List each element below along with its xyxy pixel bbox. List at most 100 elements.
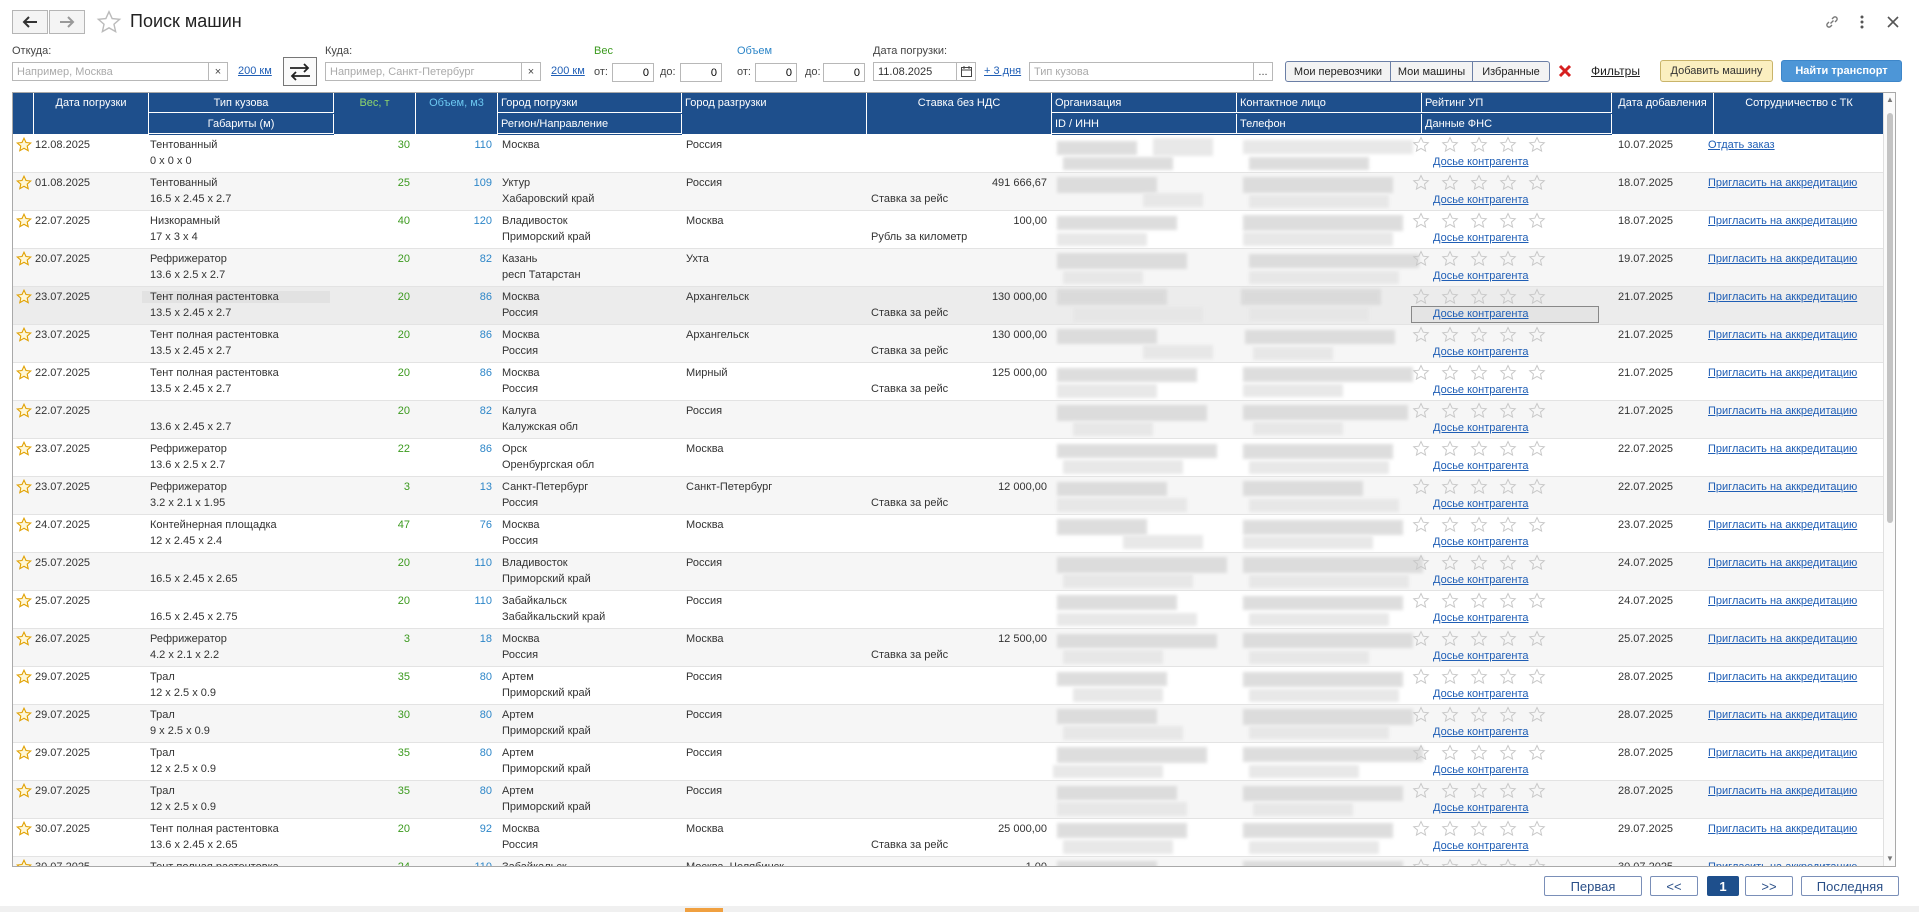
find-transport-button[interactable]: Найти транспорт bbox=[1781, 60, 1902, 82]
favorite-star-icon[interactable] bbox=[16, 821, 32, 837]
dossier-link[interactable]: Досье контрагента bbox=[1433, 650, 1529, 662]
favorite-star-icon[interactable] bbox=[96, 9, 122, 35]
to-input[interactable] bbox=[325, 62, 525, 81]
dossier-link[interactable]: Досье контрагента bbox=[1433, 232, 1529, 244]
header-load-city[interactable]: Город погрузки bbox=[498, 93, 682, 113]
header-inn[interactable]: ID / ИНН bbox=[1052, 114, 1237, 134]
cooperation-link[interactable]: Пригласить на аккредитацию bbox=[1708, 861, 1858, 867]
body-type-input[interactable] bbox=[1029, 62, 1257, 81]
scroll-thumb[interactable] bbox=[1887, 113, 1893, 523]
cooperation-link[interactable]: Пригласить на аккредитацию bbox=[1708, 823, 1858, 835]
header-unload-city[interactable]: Город разгрузки bbox=[682, 93, 867, 135]
favorite-star-icon[interactable] bbox=[16, 137, 32, 153]
weight-from-input[interactable] bbox=[612, 63, 654, 82]
header-org[interactable]: Организация bbox=[1052, 93, 1237, 113]
table-row[interactable]: 20.07.2025 Рефрижератор 13.6 x 2.5 x 2.7 20… bbox=[13, 249, 1885, 287]
pager-last-button[interactable]: Последняя bbox=[1801, 876, 1899, 896]
cooperation-link[interactable]: Пригласить на аккредитацию bbox=[1708, 405, 1858, 417]
more-vertical-icon[interactable] bbox=[1852, 12, 1872, 32]
dossier-link[interactable]: Досье контрагента bbox=[1433, 194, 1529, 206]
to-radius-link[interactable]: 200 км bbox=[551, 65, 585, 77]
from-input[interactable] bbox=[12, 62, 212, 81]
vertical-scrollbar[interactable]: ▲ ▼ bbox=[1883, 93, 1895, 866]
table-row[interactable]: 22.07.2025 13.6 x 2.45 x 2.7 20 82 Калуга Кал… bbox=[13, 401, 1885, 439]
cooperation-link[interactable]: Пригласить на аккредитацию bbox=[1708, 329, 1858, 341]
table-row[interactable]: 22.07.2025 Тент полная растентовка 13.5 x … bbox=[13, 363, 1885, 401]
favorite-star-icon[interactable] bbox=[16, 707, 32, 723]
table-row[interactable]: 29.07.2025 Трал 12 x 2.5 x 0.9 35 80 Артем При… bbox=[13, 781, 1885, 819]
dossier-link[interactable]: Досье контрагента bbox=[1433, 574, 1529, 586]
header-rating[interactable]: Рейтинг УП bbox=[1422, 93, 1612, 113]
dossier-link[interactable]: Досье контрагента bbox=[1433, 688, 1529, 700]
pager-prev-button[interactable]: << bbox=[1650, 876, 1698, 896]
table-row[interactable]: 01.08.2025 Тентованный 16.5 x 2.45 x 2.7 25… bbox=[13, 173, 1885, 211]
link-icon[interactable] bbox=[1822, 12, 1842, 32]
favorite-star-icon[interactable] bbox=[16, 859, 32, 867]
table-row[interactable]: 29.07.2025 Трал 12 x 2.5 x 0.9 35 80 Артем При… bbox=[13, 667, 1885, 705]
table-row[interactable]: 23.07.2025 Рефрижератор 13.6 x 2.5 x 2.7 22… bbox=[13, 439, 1885, 477]
favorite-star-icon[interactable] bbox=[16, 517, 32, 533]
table-row[interactable]: 23.07.2025 Тент полная растентовка 13.5 x … bbox=[13, 287, 1885, 325]
dossier-link[interactable]: Досье контрагента bbox=[1433, 384, 1529, 396]
favorite-star-icon[interactable] bbox=[16, 251, 32, 267]
header-rate[interactable]: Ставка без НДС bbox=[867, 93, 1052, 135]
body-type-select-button[interactable]: ... bbox=[1253, 62, 1273, 81]
dossier-link[interactable]: Досье контрагента bbox=[1433, 498, 1529, 510]
header-cooperation[interactable]: Сотрудничество с ТК bbox=[1714, 93, 1885, 135]
table-row[interactable]: 25.07.2025 16.5 x 2.45 x 2.75 20 110 Забайка… bbox=[13, 591, 1885, 629]
dossier-link[interactable]: Досье контрагента bbox=[1433, 764, 1529, 776]
my-carriers-toggle[interactable]: Мои перевозчики bbox=[1285, 61, 1391, 82]
filters-link[interactable]: Фильтры bbox=[1591, 64, 1640, 78]
dossier-link[interactable]: Досье контрагента bbox=[1433, 270, 1529, 282]
favorite-star-icon[interactable] bbox=[16, 403, 32, 419]
cooperation-link[interactable]: Отдать заказ bbox=[1708, 139, 1775, 151]
pager-next-button[interactable]: >> bbox=[1745, 876, 1793, 896]
date-input[interactable] bbox=[873, 62, 960, 81]
cooperation-link[interactable]: Пригласить на аккредитацию bbox=[1708, 785, 1858, 797]
favorite-star-icon[interactable] bbox=[16, 669, 32, 685]
from-radius-link[interactable]: 200 км bbox=[238, 65, 272, 77]
weight-to-input[interactable] bbox=[680, 63, 722, 82]
dossier-link[interactable]: Досье контрагента bbox=[1433, 840, 1529, 852]
pager-current-page[interactable]: 1 bbox=[1707, 876, 1739, 896]
back-button[interactable] bbox=[12, 10, 48, 34]
date-plus-days-link[interactable]: + 3 дня bbox=[984, 65, 1022, 77]
volume-from-input[interactable] bbox=[755, 63, 797, 82]
table-row[interactable]: 23.07.2025 Рефрижератор 3.2 x 2.1 x 1.95 3 1… bbox=[13, 477, 1885, 515]
table-row[interactable]: 26.07.2025 Рефрижератор 4.2 x 2.1 x 2.2 3 18… bbox=[13, 629, 1885, 667]
header-dimensions[interactable]: Габариты (м) bbox=[149, 114, 334, 134]
cooperation-link[interactable]: Пригласить на аккредитацию bbox=[1708, 291, 1858, 303]
dossier-link[interactable]: Досье контрагента bbox=[1433, 612, 1529, 624]
table-row[interactable]: 30.07.2025 Тент полная растентовка 24 110 За… bbox=[13, 857, 1885, 867]
table-row[interactable]: 12.08.2025 Тентованный 0 x 0 x 0 30 110 Москв… bbox=[13, 135, 1885, 173]
dossier-link[interactable]: Досье контрагента bbox=[1433, 346, 1529, 358]
to-clear-button[interactable]: × bbox=[521, 62, 541, 81]
cooperation-link[interactable]: Пригласить на аккредитацию bbox=[1708, 595, 1858, 607]
dossier-link[interactable]: Досье контрагента bbox=[1433, 422, 1529, 434]
from-clear-button[interactable]: × bbox=[208, 62, 228, 81]
favorite-star-icon[interactable] bbox=[16, 289, 32, 305]
favorites-toggle[interactable]: Избранные bbox=[1472, 61, 1550, 82]
forward-button[interactable] bbox=[49, 10, 85, 34]
close-icon[interactable] bbox=[1883, 12, 1903, 32]
header-body-type[interactable]: Тип кузова bbox=[149, 93, 334, 113]
cooperation-link[interactable]: Пригласить на аккредитацию bbox=[1708, 709, 1858, 721]
dossier-link[interactable]: Досье контрагента bbox=[1433, 460, 1529, 472]
header-contact[interactable]: Контактное лицо bbox=[1237, 93, 1422, 113]
cooperation-link[interactable]: Пригласить на аккредитацию bbox=[1708, 747, 1858, 759]
favorite-star-icon[interactable] bbox=[16, 745, 32, 761]
favorite-star-icon[interactable] bbox=[16, 213, 32, 229]
cooperation-link[interactable]: Пригласить на аккредитацию bbox=[1708, 215, 1858, 227]
dossier-link[interactable]: Досье контрагента bbox=[1433, 156, 1529, 168]
table-row[interactable]: 29.07.2025 Трал 9 x 2.5 x 0.9 30 80 Артем Прим… bbox=[13, 705, 1885, 743]
favorite-star-icon[interactable] bbox=[16, 783, 32, 799]
table-row[interactable]: 29.07.2025 Трал 12 x 2.5 x 0.9 35 80 Артем При… bbox=[13, 743, 1885, 781]
dossier-link[interactable]: Досье контрагента bbox=[1433, 802, 1529, 814]
calendar-button[interactable] bbox=[956, 62, 976, 81]
table-row[interactable]: 30.07.2025 Тент полная растентовка 13.6 x … bbox=[13, 819, 1885, 857]
cooperation-link[interactable]: Пригласить на аккредитацию bbox=[1708, 253, 1858, 265]
header-load-date[interactable]: Дата погрузки bbox=[34, 93, 149, 135]
header-volume[interactable]: Объем, м3 bbox=[416, 93, 498, 135]
cooperation-link[interactable]: Пригласить на аккредитацию bbox=[1708, 367, 1858, 379]
cooperation-link[interactable]: Пригласить на аккредитацию bbox=[1708, 633, 1858, 645]
